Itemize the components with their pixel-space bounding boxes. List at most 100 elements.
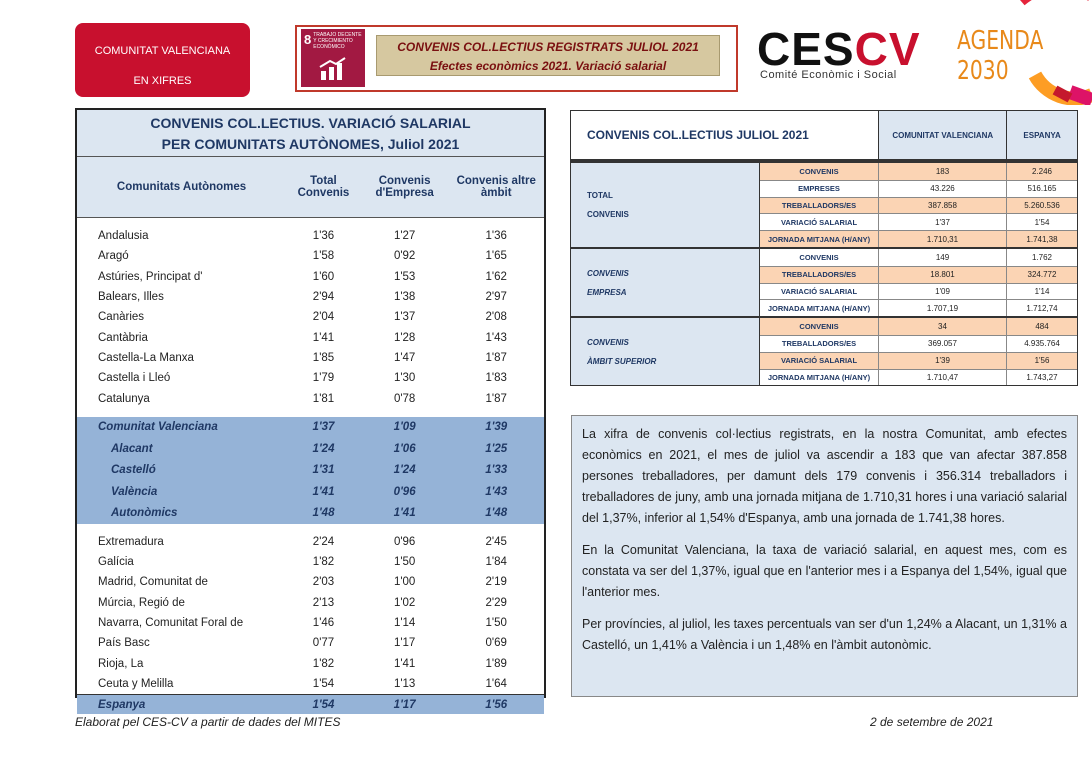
cell: 0'96 — [393, 535, 416, 548]
table-row: Aragó 1'58 0'92 1'65 — [77, 246, 544, 266]
group-label-line: CONVENIS — [587, 268, 629, 278]
cell: 1'85 — [312, 351, 335, 364]
table-row: Castella i Lleó 1'79 1'30 1'83 — [77, 368, 544, 388]
cell: 1'37 — [312, 421, 335, 434]
table-row: JORNADA MITJANA (H/ANY) 1.710,47 1.743,27 — [760, 368, 1077, 386]
cell: 2'08 — [485, 311, 507, 324]
cell: 1'56 — [1006, 352, 1077, 369]
cell: 43.226 — [878, 180, 1006, 197]
cell: 1'27 — [393, 230, 416, 243]
cell: 1'41 — [312, 331, 335, 344]
table-row: Catalunya 1'81 0'78 1'87 — [77, 388, 544, 408]
paragraph: En la Comunitat Valenciana, la taxa de v… — [582, 543, 1067, 599]
cell: 1'79 — [312, 372, 335, 385]
cell: 484 — [1006, 318, 1077, 335]
group-rows: CONVENIS 149 1.762 TREBALLADORS/ES 18.801 324… — [760, 248, 1077, 317]
cell: 183 — [878, 163, 1006, 180]
table-group: TOTAL CONVENIS CONVENIS 183 2.246 EMPRESES 43.… — [571, 161, 1077, 247]
cell: Astúries, Principat d' — [98, 270, 203, 283]
cell: Galícia — [98, 556, 134, 569]
title-box: CONVENIS COL.LECTIUS REGISTRATS JULIOL 2… — [376, 35, 720, 76]
cell: 1'41 — [393, 506, 416, 519]
cell: 369.057 — [878, 335, 1006, 352]
cell: Aragó — [98, 250, 129, 263]
paragraph: La xifra de convenis col·lectius registr… — [582, 427, 1067, 525]
cell: 1'17 — [393, 637, 416, 650]
cell: 1'48 — [485, 506, 508, 519]
cell: 1.762 — [1006, 248, 1077, 266]
title-line: CONVENIS COL.LECTIUS. VARIACIÓ SALARIAL — [150, 115, 471, 131]
group-rows: CONVENIS 34 484 TREBALLADORS/ES 369.057 4.935… — [760, 318, 1077, 386]
cell: JORNADA MITJANA (H/ANY) — [760, 231, 878, 247]
table-row: Galícia 1'82 1'50 1'84 — [77, 552, 544, 572]
cell: 1'83 — [485, 372, 507, 385]
group-label: CONVENIS ÀMBIT SUPERIOR — [571, 318, 760, 386]
cell: País Basc — [98, 637, 150, 650]
right-table-title: CONVENIS COL.LECTIUS JULIOL 2021 — [571, 111, 879, 159]
cell: 2'45 — [485, 535, 507, 548]
cell: 1'39 — [878, 352, 1006, 369]
cell: 1'36 — [312, 230, 335, 243]
cell: 0'78 — [393, 392, 416, 405]
group-label-line: EMPRESA — [587, 287, 627, 297]
table-row: CONVENIS 183 2.246 — [760, 163, 1077, 180]
cell: 516.165 — [1006, 180, 1077, 197]
cell: Ceuta y Melilla — [98, 677, 174, 690]
cell: CONVENIS — [799, 252, 839, 262]
cell: 1'00 — [393, 576, 416, 589]
cell: Espanya — [98, 698, 146, 711]
cell: 1'82 — [312, 556, 335, 569]
table-group: CONVENIS EMPRESA CONVENIS 149 1.762 TREBALLAD… — [571, 246, 1077, 317]
sdg-text: TRABAJO DECENTE Y CRECIMIENTO ECONÓMICO — [313, 32, 362, 50]
title-line: Efectes econòmics 2021. Variació salaria… — [429, 59, 667, 73]
cell: EMPRESES — [798, 184, 840, 194]
cell: 2'03 — [312, 576, 335, 589]
cell: 387.858 — [878, 197, 1006, 214]
cell: 1'48 — [312, 506, 335, 519]
cell: VARIACIÓ SALARIAL — [780, 217, 858, 227]
cell: VARIACIÓ SALARIAL — [760, 352, 878, 369]
cell: 1'81 — [312, 392, 335, 405]
cell: 2'29 — [485, 596, 507, 609]
table-row: Autonòmics 1'48 1'41 1'48 — [77, 502, 544, 524]
cell: 1'56 — [485, 698, 508, 711]
cell: 1.707,19 — [878, 300, 1006, 317]
column-header: Total Convenis — [297, 175, 350, 199]
table-row: TREBALLADORS/ES 369.057 4.935.764 — [760, 334, 1077, 352]
title-line: PER COMUNITATS AUTÒNOMES, Juliol 2021 — [161, 136, 460, 152]
cell: Madrid, Comunitat de — [98, 576, 208, 589]
cell: JORNADA MITJANA (H/ANY) — [767, 303, 871, 313]
agenda-ring — [1020, 0, 1092, 105]
cell: 1'54 — [312, 698, 335, 711]
cell: VARIACIÓ SALARIAL — [780, 286, 858, 296]
badge-line: EN XIFRES — [133, 75, 192, 87]
cell: 4.935.764 — [1006, 335, 1077, 352]
cell: 1'46 — [312, 616, 335, 629]
table-row: Canàries 2'04 1'37 2'08 — [77, 307, 544, 327]
gap — [77, 524, 544, 532]
cell: JORNADA MITJANA (H/ANY) — [767, 372, 871, 382]
badge: COMUNITAT VALENCIANA EN XIFRES — [75, 23, 250, 97]
table-row: Andalusia 1'36 1'27 1'36 — [77, 226, 544, 246]
footer-source: Elaborat pel CES-CV a partir de dades de… — [75, 715, 341, 729]
left-table: CONVENIS COL.LECTIUS. VARIACIÓ SALARIAL P… — [75, 108, 546, 714]
title-line: CONVENIS COL.LECTIUS REGISTRATS JULIOL 2… — [397, 40, 699, 54]
cell: 1'41 — [312, 485, 335, 498]
cell: 1'14 — [1006, 283, 1077, 300]
cell: 1'43 — [485, 331, 507, 344]
group-label-line: CONVENIS — [587, 209, 629, 219]
cell: TREBALLADORS/ES — [781, 339, 857, 349]
agenda-label: AGENDA 2030 — [957, 26, 1044, 86]
cell: 2'97 — [485, 291, 507, 304]
cell: 1'47 — [393, 351, 416, 364]
cell: Catalunya — [98, 392, 150, 405]
cell: 1'33 — [485, 464, 508, 477]
group-label-line: ÀMBIT SUPERIOR — [587, 356, 657, 366]
cell: 34 — [878, 318, 1006, 335]
cell: Canàries — [98, 311, 145, 324]
right-table: CONVENIS COL.LECTIUS JULIOL 2021 COMUNITA… — [570, 110, 1078, 387]
cell: 0'96 — [393, 485, 416, 498]
cell: 149 — [878, 248, 1006, 266]
cell: 1'13 — [393, 677, 416, 690]
cell: 1'89 — [485, 657, 507, 670]
